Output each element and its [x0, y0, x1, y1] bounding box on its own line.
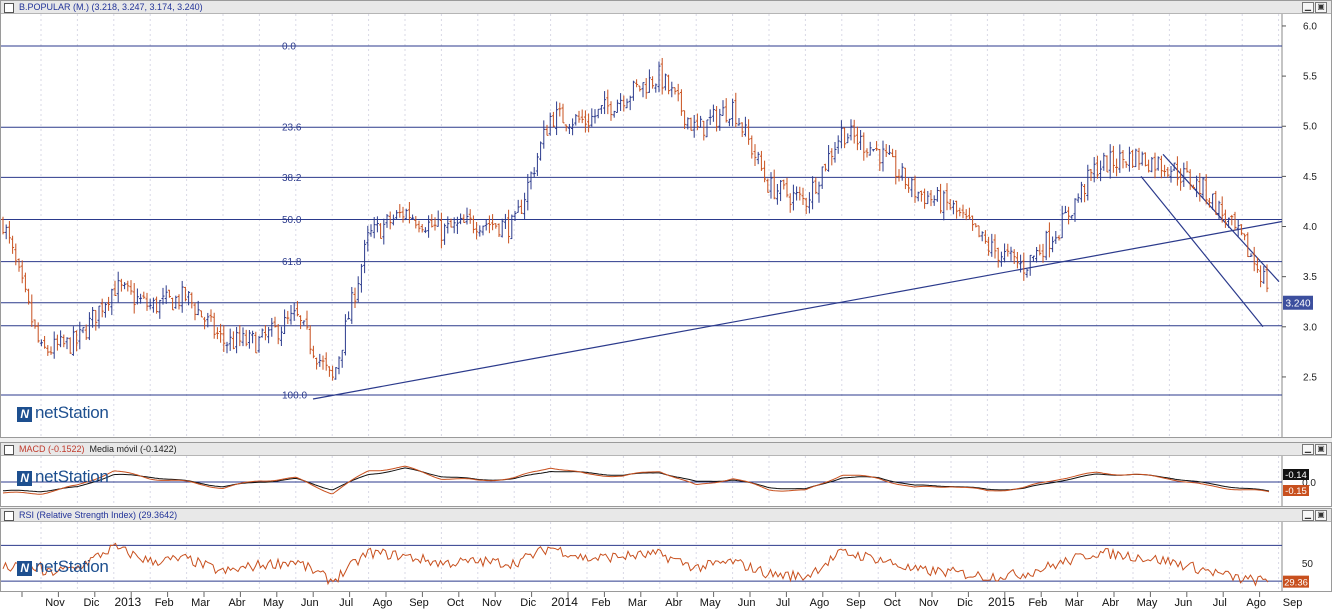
rsi-badge	[1283, 575, 1309, 588]
price-tick-label: 2.5	[1303, 372, 1317, 383]
rsi-tick-label: 50	[1302, 559, 1314, 570]
time-tick-label: Jul	[776, 597, 790, 609]
netstation-logo-text: netStation	[35, 557, 109, 576]
time-tick-label: 2014	[551, 595, 578, 609]
time-tick-label: Mar	[628, 597, 647, 609]
macd-badge-label: -0.15	[1285, 486, 1307, 497]
fibonacci-label: 61.8	[282, 257, 302, 268]
time-tick-label: Jul	[1213, 597, 1227, 609]
time-tick-label: 2013	[114, 595, 141, 609]
maximize-button[interactable]: ▣	[1315, 444, 1327, 455]
macd-signal-title: Media móvil (-0.1422)	[89, 444, 177, 454]
trend-line	[312, 220, 1283, 400]
pane-menu-icon[interactable]	[4, 3, 14, 13]
price-tick-label: 5.0	[1303, 122, 1317, 133]
macd-title: MACD (-0.1522)	[19, 444, 85, 454]
price-pane-header: B.POPULAR (M.) (3.218, 3.247, 3.174, 3.2…	[1, 1, 1331, 14]
time-tick-label: Abr	[1102, 597, 1119, 609]
fibonacci-label: 23.6	[282, 123, 302, 134]
time-tick-label: Dic	[520, 597, 536, 609]
time-tick-label: Mar	[191, 597, 210, 609]
time-tick-label: Feb	[592, 597, 611, 609]
macd-signal-line	[2, 467, 1270, 493]
rsi-badge-label: 29.36	[1284, 578, 1308, 589]
time-tick-label: Sep	[409, 597, 429, 609]
price-tick-label: 3.5	[1303, 272, 1317, 283]
time-tick-label: Ago	[1246, 597, 1266, 609]
rsi-line	[2, 542, 1269, 587]
netstation-logo-text: netStation	[35, 467, 109, 486]
time-tick-label: Feb	[155, 597, 174, 609]
last-price-label: 3.240	[1285, 299, 1310, 310]
fibonacci-label: 38.2	[282, 173, 302, 184]
rsi-pane-header: RSI (Relative Strength Index) (29.3642) …	[1, 509, 1331, 522]
time-tick-label: May	[700, 597, 721, 609]
macd-pane: MACD (-0.1522) Media móvil (-0.1422) ▁ ▣…	[0, 442, 1332, 507]
fibonacci-label: 100.0	[282, 390, 307, 401]
time-tick-label: Oct	[884, 597, 901, 609]
macd-tick-label: 0.0	[1302, 478, 1316, 489]
time-tick-label: Jul	[339, 597, 353, 609]
macd-signal-badge	[1283, 469, 1309, 480]
time-tick-label: Mar	[1065, 597, 1084, 609]
macd-signal-badge-label: -0.14	[1285, 470, 1307, 481]
time-tick-label: Abr	[665, 597, 682, 609]
price-tick-label: 4.5	[1303, 172, 1317, 183]
time-tick-label: Feb	[1028, 597, 1047, 609]
time-tick-label: 2015	[988, 595, 1015, 609]
macd-badge	[1283, 485, 1309, 496]
price-pane: B.POPULAR (M.) (3.218, 3.247, 3.174, 3.2…	[0, 0, 1332, 438]
netstation-logo-text: netStation	[35, 403, 109, 422]
price-tick-label: 6.0	[1303, 21, 1317, 32]
minimize-button[interactable]: ▁	[1302, 510, 1314, 521]
time-tick-label: Ago	[373, 597, 393, 609]
time-axis: Nov Dic 2013 Feb Mar Abr May Jun Jul Ago Sep Oct Nov…	[0, 591, 1332, 611]
price-tick-label: 5.5	[1303, 72, 1317, 83]
maximize-button[interactable]: ▣	[1315, 2, 1327, 13]
netstation-logo-mark: N	[17, 561, 32, 576]
maximize-button[interactable]: ▣	[1315, 510, 1327, 521]
minimize-button[interactable]: ▁	[1302, 444, 1314, 455]
minimize-button[interactable]: ▁	[1302, 2, 1314, 13]
rsi-pane: RSI (Relative Strength Index) (29.3642) …	[0, 508, 1332, 592]
time-tick-label: Dic	[957, 597, 973, 609]
time-tick-label: Dic	[83, 597, 99, 609]
pane-menu-icon[interactable]	[4, 511, 14, 521]
time-tick-label: Abr	[228, 597, 245, 609]
rsi-chart[interactable]: 50 29.36	[1, 522, 1331, 591]
pane-menu-icon[interactable]	[4, 445, 14, 455]
time-tick-label: Sep	[1283, 597, 1303, 609]
macd-pane-title: MACD (-0.1522) Media móvil (-0.1422)	[19, 444, 177, 454]
price-chart[interactable]: 6.0 5.5 5.0 4.5 4.0 3.5 3.0 2.5 0.0 23.6 38.2 50.0 6…	[1, 14, 1331, 437]
fibonacci-label: 50.0	[282, 215, 302, 226]
price-tick-label: 3.0	[1303, 322, 1317, 333]
time-tick-label: Jun	[1175, 597, 1193, 609]
time-tick-label: Ago	[810, 597, 830, 609]
macd-pane-header: MACD (-0.1522) Media móvil (-0.1422) ▁ ▣	[1, 443, 1331, 456]
time-tick-label: May	[263, 597, 284, 609]
time-tick-label: Nov	[45, 597, 65, 609]
macd-line	[2, 465, 1270, 495]
time-tick-label: Jun	[738, 597, 756, 609]
rsi-pane-title: RSI (Relative Strength Index) (29.3642)	[19, 510, 178, 520]
price-pane-title: B.POPULAR (M.) (3.218, 3.247, 3.174, 3.2…	[19, 2, 203, 12]
channel-lower-line	[1140, 176, 1264, 328]
macd-chart[interactable]: 0.0-0.14 -0.15	[1, 456, 1331, 506]
time-tick-label: Jun	[301, 597, 319, 609]
fibonacci-label: 0.0	[282, 42, 296, 53]
time-axis-labels: Nov Dic 2013 Feb Mar Abr May Jun Jul Ago Sep Oct Nov…	[21, 592, 1303, 609]
last-price-badge	[1283, 295, 1313, 310]
channel-upper-line	[1162, 153, 1280, 283]
time-tick-label: Sep	[846, 597, 866, 609]
price-tick-label: 4.0	[1303, 222, 1317, 233]
time-tick-label: May	[1137, 597, 1158, 609]
time-tick-label: Nov	[482, 597, 502, 609]
time-tick-label: Oct	[447, 597, 464, 609]
netstation-logo-mark: N	[17, 407, 32, 422]
time-tick-label: Nov	[919, 597, 939, 609]
netstation-logo-mark: N	[17, 471, 32, 486]
